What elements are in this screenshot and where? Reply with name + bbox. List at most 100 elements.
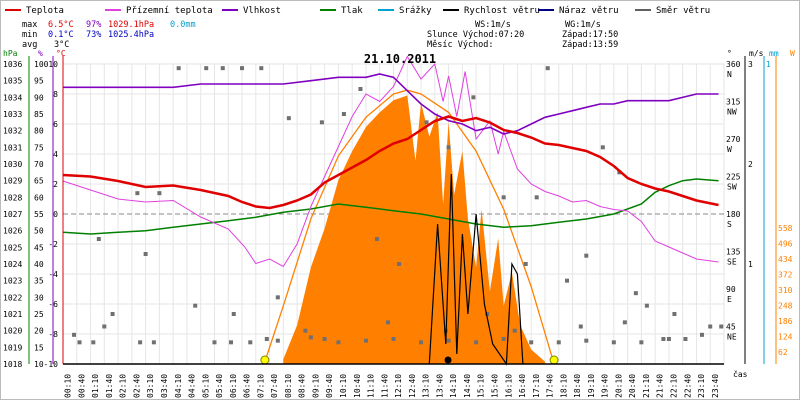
legend-label: Srážky (399, 6, 432, 16)
x-tick: 20:40 (628, 374, 637, 398)
temp-tick: 6 (53, 120, 58, 129)
hpa-unit: hPa (3, 49, 18, 58)
dir-label: E (727, 295, 732, 304)
x-tick: 14:40 (463, 374, 472, 398)
wind-dir-dot (193, 303, 198, 308)
x-tick: 06:10 (229, 374, 238, 398)
x-tick: 22:40 (683, 374, 692, 398)
legend-label: Tlak (341, 6, 363, 16)
temp-tick: 8 (53, 90, 58, 99)
hpa-tick: 1028 (3, 193, 22, 202)
x-tick: 07:40 (270, 374, 279, 398)
wind-dir-dot (699, 332, 704, 337)
series-teplota (62, 115, 719, 210)
wind-dir-dot (157, 191, 162, 196)
pct-tick: 75 (34, 143, 44, 152)
wind-dir-dot (644, 303, 649, 308)
w-tick: 496 (778, 240, 793, 249)
wind-dir-dot (138, 340, 143, 345)
x-tick: 17:10 (532, 374, 541, 398)
wind-dir-dot (204, 66, 209, 71)
info-wg: WG:1m/s (565, 20, 601, 30)
x-tick: 04:40 (188, 374, 197, 398)
wind-dir-dot (424, 120, 429, 125)
w-tick: 434 (778, 255, 793, 264)
wind-dir-dot (231, 312, 236, 316)
wind-dir-dot (286, 116, 291, 121)
legend-label: Přízemní teplota (126, 6, 213, 16)
wind-dir-dot (212, 340, 217, 345)
wind-dir-dot (143, 252, 148, 256)
w-tick: 62 (778, 348, 788, 357)
wind-dir-dot (485, 312, 490, 316)
hpa-tick: 1021 (3, 310, 22, 319)
pct-tick: 70 (34, 160, 44, 169)
wind-dir-dot (584, 253, 589, 258)
hpa-tick: 1033 (3, 110, 22, 119)
series-rychlost-vetru (428, 173, 524, 366)
series-solar-area (283, 95, 545, 364)
temp-tick: -8 (48, 330, 58, 339)
hpa-tick: 1027 (3, 210, 22, 219)
wind-dir-dot (578, 324, 583, 329)
wind-dir-dot (91, 340, 96, 345)
dir-label: S (727, 220, 732, 229)
wind-dir-dot (259, 66, 264, 71)
hpa-tick: 1023 (3, 277, 22, 286)
dir-tick: 45 (726, 323, 736, 332)
pct-tick: 85 (34, 110, 44, 119)
x-tick: 06:40 (243, 374, 252, 398)
pct-tick: 10 (34, 360, 44, 369)
series-prizemni-teplota (62, 55, 719, 268)
x-tick: 13:10 (422, 374, 431, 398)
wind-dir-dot (661, 337, 666, 341)
hpa-tick: 1032 (3, 127, 22, 136)
x-tick: 16:10 (504, 374, 513, 398)
stats-avg-temp: 3°C (54, 40, 69, 50)
w-tick: 248 (778, 302, 793, 311)
wind-dir-dot (474, 340, 479, 345)
w-unit: W (790, 49, 795, 58)
x-tick: 02:40 (132, 374, 141, 398)
x-tick: 14:10 (449, 374, 458, 398)
sun-marker (549, 355, 559, 365)
wind-dir-dot (512, 328, 517, 333)
series-tlak (62, 178, 719, 235)
w-tick: 186 (778, 317, 793, 326)
wind-dir-dot (176, 66, 181, 71)
pct-tick: 50 (34, 227, 44, 236)
hpa-tick: 1019 (3, 343, 22, 352)
dir-label: N (727, 70, 732, 79)
wind-dir-dot (341, 112, 346, 116)
wind-dir-dot (633, 291, 638, 296)
pct-tick: 35 (34, 277, 44, 286)
hpa-tick: 1024 (3, 260, 22, 269)
stats-max-hum: 97% (86, 20, 101, 30)
x-tick: 13:40 (435, 374, 444, 398)
pct-tick: 25 (34, 310, 44, 319)
x-tick: 01:10 (91, 374, 100, 398)
x-tick: 09:40 (325, 374, 334, 398)
wind-dir-dot (622, 320, 627, 325)
info-sunset: Západ:17:50 (562, 30, 618, 40)
dir-tick: 135 (726, 248, 741, 257)
deg-unit: ° (727, 49, 732, 58)
wind-dir-dot (683, 337, 688, 341)
mm-unit: mm (769, 49, 779, 58)
mm-tick: 1 (766, 60, 771, 69)
wind-dir-dot (471, 95, 476, 100)
legend-label: Směr větru (656, 6, 710, 16)
legend-label: Rychlost větru (464, 6, 540, 16)
x-tick: 04:10 (174, 374, 183, 398)
wind-dir-dot (102, 324, 107, 329)
wind-dir-dot (240, 66, 245, 71)
x-unit: čas (733, 369, 748, 379)
stats-avg-label: avg (22, 40, 37, 50)
dir-tick: 315 (726, 98, 741, 107)
temp-tick: -2 (48, 240, 58, 249)
wind-dir-dot (584, 338, 589, 343)
wind-dir-dot (391, 337, 396, 341)
wind-dir-dot (275, 338, 280, 343)
hpa-tick: 1034 (3, 93, 22, 102)
stats-min-temp: 0.1°C (48, 30, 74, 40)
